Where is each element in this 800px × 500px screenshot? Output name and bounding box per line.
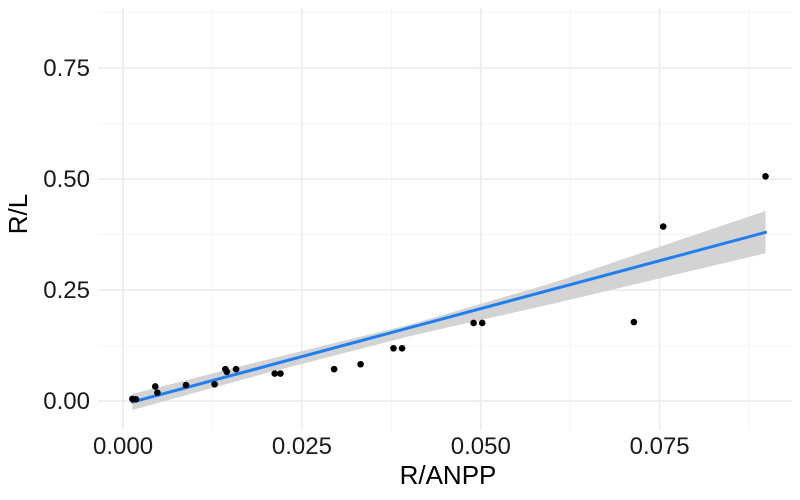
data-point	[470, 319, 477, 327]
data-point	[357, 360, 364, 368]
y-axis-title: R/L	[3, 194, 33, 234]
x-tick-label: 0.000	[93, 433, 153, 460]
confidence-band	[132, 211, 766, 411]
data-points-layer	[129, 173, 769, 403]
y-tick-label: 0.50	[43, 166, 90, 193]
data-point	[277, 370, 284, 377]
confidence-band-layer	[132, 211, 766, 411]
data-point	[762, 173, 769, 180]
data-point	[398, 344, 406, 352]
data-point	[232, 365, 240, 373]
x-tick-label: 0.050	[451, 433, 511, 460]
major-gridlines	[98, 8, 792, 430]
data-point	[182, 381, 190, 389]
x-axis-title: R/ANPP	[400, 460, 497, 490]
data-point	[390, 344, 397, 352]
data-point	[211, 380, 218, 388]
data-point	[478, 319, 486, 327]
fit-line-layer	[130, 230, 768, 404]
data-point	[154, 389, 161, 396]
minor-gridlines	[98, 8, 792, 430]
y-tick-label: 0.25	[43, 277, 90, 304]
data-point	[271, 370, 279, 377]
y-axis-tick-labels: 0.00 0.25 0.50 0.75	[43, 55, 90, 415]
x-tick-label: 0.075	[630, 433, 690, 460]
y-tick-label: 0.75	[43, 55, 90, 82]
x-axis-tick-labels: 0.000 0.025 0.050 0.075	[93, 433, 690, 460]
regression-line	[130, 230, 768, 404]
data-point	[659, 223, 667, 230]
data-point	[330, 365, 338, 373]
data-point	[132, 396, 140, 403]
data-point	[630, 318, 638, 326]
x-tick-label: 0.025	[272, 433, 332, 460]
y-tick-label: 0.00	[43, 388, 90, 415]
data-point	[151, 383, 159, 390]
data-point	[223, 368, 231, 376]
